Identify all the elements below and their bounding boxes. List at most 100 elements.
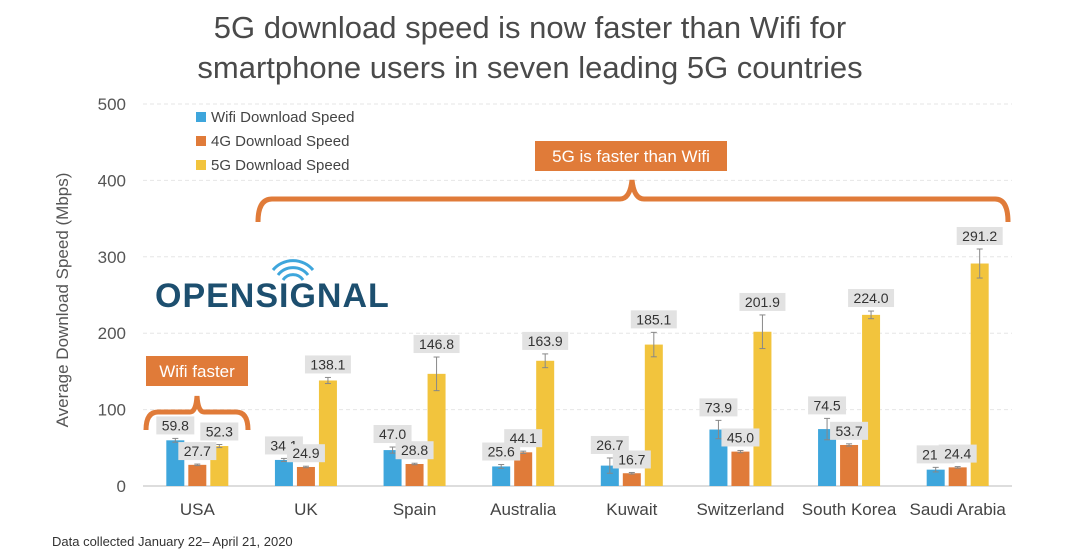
bracket-wifi-faster	[143, 395, 251, 431]
data-label-bg	[373, 425, 412, 444]
error-bars	[172, 248, 983, 475]
legend-label-wifi: Wifi Download Speed	[211, 109, 354, 126]
bar	[296, 466, 315, 486]
bar	[818, 429, 837, 486]
data-label: 25.6	[488, 444, 515, 460]
data-label: 47.0	[379, 426, 406, 442]
data-label-bg	[178, 442, 217, 461]
data-label-bg	[848, 289, 895, 308]
chart-title-line-1: 5G download speed is now faster than Wif…	[214, 10, 846, 45]
bar	[948, 467, 967, 486]
data-label: 45.0	[727, 429, 754, 445]
annotation-wifi-faster: Wifi faster	[143, 356, 251, 431]
category-labels: USA UK Spain Australia Kuwait Switzerland Sout…	[180, 500, 1007, 519]
data-label-bg	[699, 398, 738, 417]
bar	[318, 380, 337, 486]
bar	[731, 451, 750, 486]
bar	[188, 464, 207, 486]
data-label: 28.8	[401, 442, 428, 458]
category-label: USA	[180, 500, 216, 519]
data-label-bg	[590, 435, 629, 454]
data-label-bg	[956, 227, 1003, 246]
y-tick-labels: 0 100 200 300 400 500	[98, 95, 126, 496]
legend-swatch-5g	[196, 160, 206, 170]
legend-label-5g: 5G Download Speed	[211, 157, 349, 174]
category-label: Spain	[393, 500, 436, 519]
annotation-5g-faster-box	[535, 141, 727, 171]
data-label: 52.3	[206, 424, 233, 440]
data-label-bg	[721, 428, 760, 447]
legend-item-4g: 4G Download Speed	[196, 133, 349, 150]
data-label-bg	[630, 310, 677, 329]
category-label: Saudi Arabia	[909, 500, 1006, 519]
data-label: 44.1	[510, 430, 537, 446]
legend-label-4g: 4G Download Speed	[211, 133, 349, 150]
data-label: 26.7	[596, 437, 623, 453]
data-label: 74.5	[813, 397, 840, 413]
bar	[536, 360, 555, 486]
legend-swatch-wifi	[196, 112, 206, 122]
bar	[926, 469, 945, 486]
data-label-bg	[739, 292, 786, 311]
data-label: 291.2	[962, 228, 997, 244]
category-label: Australia	[490, 500, 557, 519]
data-label-bg	[395, 441, 434, 460]
data-label-bg	[304, 355, 351, 374]
bar	[514, 452, 533, 486]
y-tick-label: 400	[98, 171, 126, 190]
data-label: 24.9	[292, 445, 319, 461]
logo-text: OPENSIGNAL	[155, 277, 390, 315]
bar	[862, 314, 881, 486]
y-tick-label: 0	[117, 477, 126, 496]
data-label: 16.7	[618, 451, 645, 467]
bar	[274, 459, 293, 486]
y-tick-label: 300	[98, 248, 126, 267]
data-label-bg	[200, 422, 239, 441]
legend-item-wifi: Wifi Download Speed	[196, 109, 354, 126]
data-label: 59.8	[162, 417, 189, 433]
category-label: Switzerland	[697, 500, 785, 519]
data-label: 53.7	[835, 423, 862, 439]
data-label-bg	[938, 444, 977, 463]
bar	[753, 331, 772, 486]
data-label-bg	[156, 416, 195, 435]
data-label-bg	[522, 331, 569, 350]
legend-swatch-4g	[196, 136, 206, 146]
data-label-bg	[808, 396, 847, 415]
data-label: 185.1	[636, 311, 671, 327]
opensignal-logo: OPENSIGNAL	[155, 259, 390, 315]
y-tick-label: 100	[98, 401, 126, 420]
category-label: South Korea	[802, 500, 897, 519]
data-label-bg	[286, 444, 325, 463]
data-label: 24.4	[944, 446, 971, 462]
annotation-wifi-faster-text: Wifi faster	[159, 362, 235, 381]
footnote: Data collected January 22– April 21, 202…	[52, 534, 293, 549]
annotation-5g-faster-text: 5G is faster than Wifi	[552, 147, 710, 166]
category-label: UK	[294, 500, 318, 519]
bar	[492, 466, 511, 486]
data-label: 27.7	[184, 443, 211, 459]
bar	[622, 473, 641, 486]
chart-title-line-2: smartphone users in seven leading 5G cou…	[197, 50, 862, 85]
bracket-5g-faster	[255, 179, 1011, 223]
data-label: 224.0	[854, 290, 889, 306]
data-label-bg	[612, 450, 651, 469]
y-tick-label: 500	[98, 95, 126, 114]
wifi-signal-icon	[271, 259, 315, 281]
data-label: 138.1	[310, 356, 345, 372]
data-label-bg	[413, 335, 460, 354]
legend-item-5g: 5G Download Speed	[196, 157, 349, 174]
bar	[840, 444, 859, 486]
data-label: 146.8	[419, 336, 454, 352]
data-label: 73.9	[705, 399, 732, 415]
data-label: 163.9	[528, 333, 563, 349]
y-tick-label: 200	[98, 324, 126, 343]
data-label: 201.9	[745, 294, 780, 310]
legend: Wifi Download Speed 4G Download Speed 5G…	[196, 109, 354, 174]
bar	[970, 263, 989, 486]
data-label-bg	[504, 429, 543, 448]
data-labels: 59.827.752.334.124.9138.147.028.8146.825…	[156, 227, 1003, 469]
annotation-wifi-faster-box	[146, 356, 248, 386]
data-label-bg	[830, 421, 869, 440]
